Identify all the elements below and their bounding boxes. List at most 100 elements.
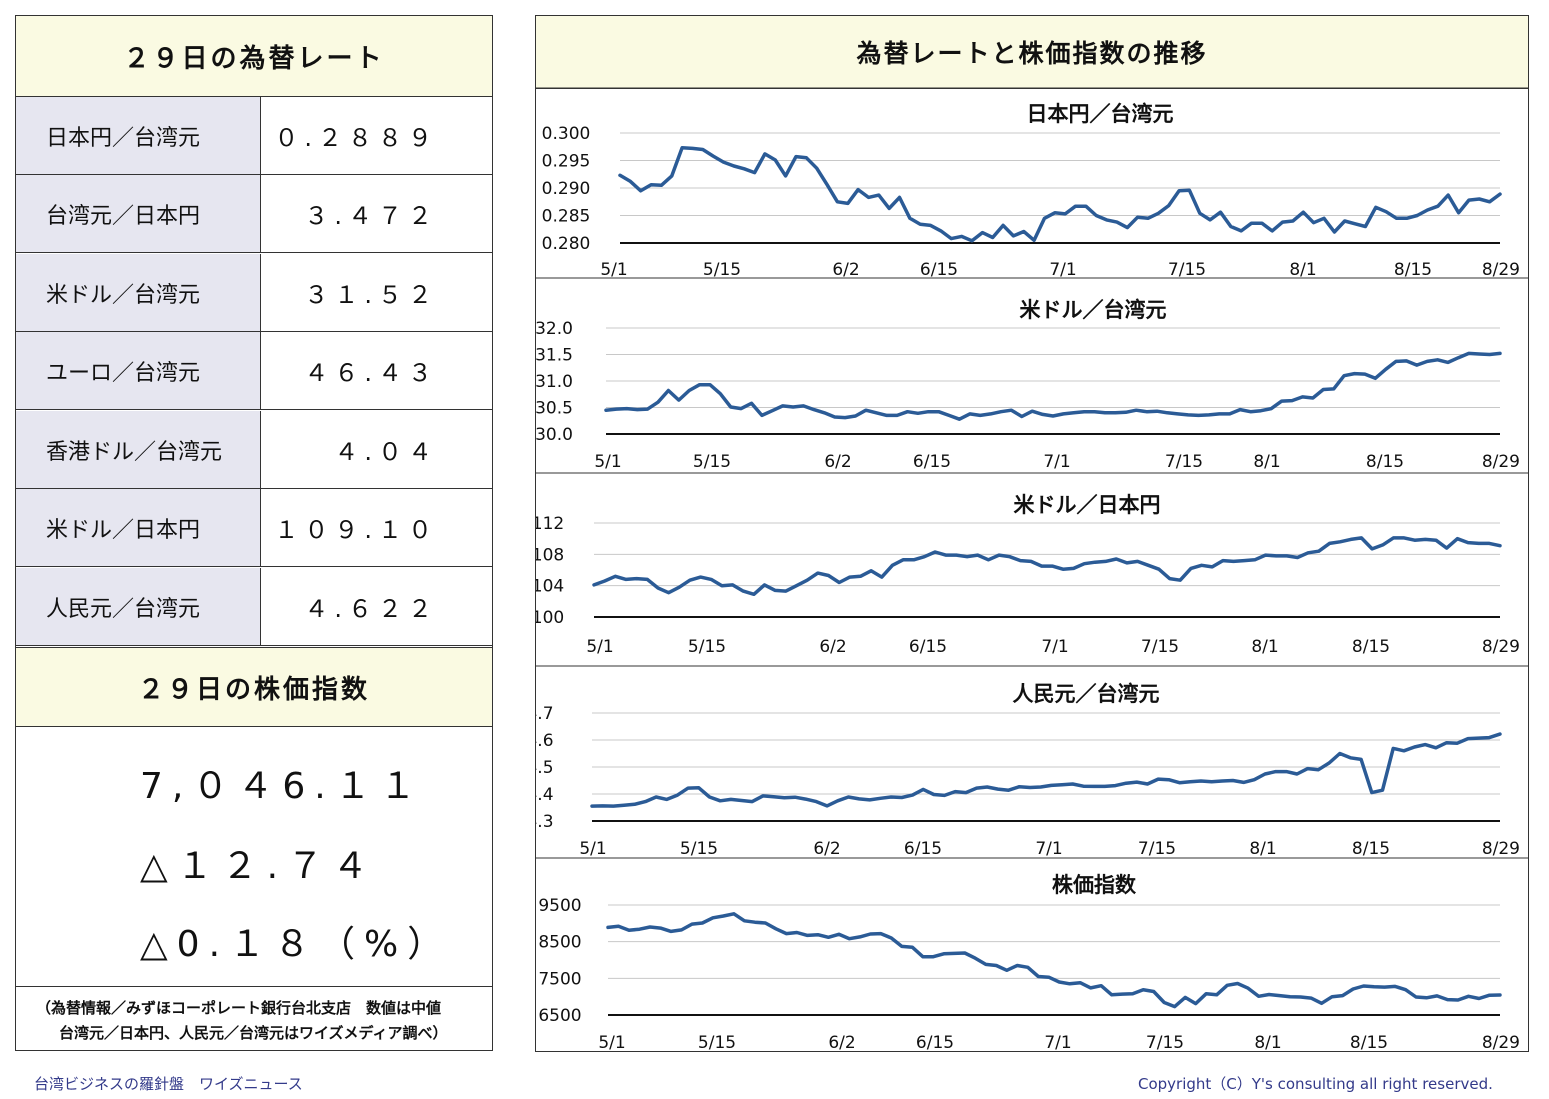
- y-tick-label: 100: [536, 608, 564, 628]
- series-line: [592, 536, 1502, 597]
- series-line: [590, 732, 1502, 808]
- rate-value: ０.２８８９: [274, 124, 438, 152]
- x-tick-label: 7/15: [1168, 260, 1206, 280]
- chart-title: 米ドル／台湾元: [1020, 298, 1167, 322]
- y-tick-label: 4.3: [536, 812, 554, 832]
- y-tick-label: 4.6: [536, 731, 554, 751]
- x-tick-label: 6/2: [828, 1033, 855, 1051]
- x-tick-label: 7/1: [1044, 1033, 1071, 1051]
- x-tick-label: 5/15: [680, 839, 718, 859]
- x-tick-label: 6/15: [913, 452, 951, 472]
- x-tick-label: 6/15: [904, 839, 942, 859]
- x-tick-label: 8/15: [1352, 637, 1390, 657]
- chart-2: 米ドル／台湾元 32.0 31.5 31.0 30.5 30.0 5/1 5/15 6/2 6/1…: [536, 277, 1528, 472]
- stock-index-value: 7,０４6.１１: [140, 766, 425, 807]
- x-tick-label: 6/15: [920, 260, 958, 280]
- stock-change-percent: △0.１８（%）: [140, 924, 453, 965]
- rate-label: 米ドル／日本円: [16, 489, 261, 566]
- y-tick-label: 0.280: [542, 234, 591, 254]
- chart-3: 米ドル／日本円 112 108 104 100 5/1 5/15 6/2 6/15 7/1 7/15…: [536, 472, 1528, 657]
- y-tick-label: 32.0: [536, 319, 573, 339]
- y-tick-label: 8500: [538, 933, 581, 953]
- rate-label: 人民元／台湾元: [16, 568, 261, 645]
- x-tick-label: 8/29: [1482, 1033, 1520, 1051]
- y-tick-label: 112: [536, 514, 564, 534]
- rates-title: ２９日の為替レート: [16, 16, 492, 97]
- x-tick-label: 8/1: [1253, 452, 1280, 472]
- stock-title: ２９日の株価指数: [16, 647, 492, 727]
- rate-row: 米ドル／日本円 １０９.１０: [16, 489, 492, 567]
- y-tick-label: 31.5: [536, 346, 573, 366]
- y-tick-label: 31.0: [536, 372, 573, 392]
- chart-title: 人民元／台湾元: [1013, 682, 1160, 706]
- x-tick-label: 8/29: [1482, 260, 1520, 280]
- x-tick-label: 8/1: [1249, 839, 1276, 859]
- x-tick-label: 5/1: [598, 1033, 625, 1051]
- rate-row: 日本円／台湾元 ０.２８８９: [16, 97, 492, 175]
- x-tick-label: 8/1: [1289, 260, 1316, 280]
- y-tick-label: 104: [536, 577, 564, 597]
- x-tick-label: 5/15: [693, 452, 731, 472]
- x-tick-label: 8/29: [1482, 452, 1520, 472]
- charts-area: 日本円／台湾元 0.300 0.295 0.290 0.285 0.280 5/1 5/15 6…: [536, 87, 1528, 1051]
- y-tick-label: 0.285: [542, 207, 591, 227]
- x-tick-label: 6/15: [909, 637, 947, 657]
- rate-value: １０９.１０: [274, 516, 438, 544]
- rate-row: 米ドル／台湾元 ３１.５２: [16, 254, 492, 332]
- rate-label: 日本円／台湾元: [16, 97, 261, 174]
- footer-copyright: Copyright（C）Y's consulting all right res…: [1138, 1075, 1493, 1093]
- x-tick-label: 8/29: [1482, 839, 1520, 859]
- charts-panel: 為替レートと株価指数の推移: [535, 15, 1529, 1052]
- rate-row: 香港ドル／台湾元 ４.０４: [16, 411, 492, 489]
- rate-row: 台湾元／日本円 ３.４７２: [16, 175, 492, 253]
- x-tick-label: 5/1: [586, 637, 613, 657]
- stock-change-value: △１２.７４: [140, 846, 378, 887]
- x-tick-label: 6/2: [819, 637, 846, 657]
- y-tick-label: 4.5: [536, 758, 554, 778]
- x-tick-label: 8/1: [1254, 1033, 1281, 1051]
- charts-title: 為替レートと株価指数の推移: [536, 16, 1528, 89]
- series-line: [618, 146, 1502, 243]
- x-tick-label: 7/15: [1165, 452, 1203, 472]
- series-line: [604, 351, 1502, 421]
- y-tick-label: 30.5: [536, 399, 573, 419]
- x-tick-label: 7/1: [1043, 452, 1070, 472]
- x-tick-label: 6/2: [832, 260, 859, 280]
- x-tick-label: 7/15: [1141, 637, 1179, 657]
- rate-value: ３.４７２: [304, 202, 438, 230]
- x-tick-label: 5/15: [703, 260, 741, 280]
- chart-4: 人民元／台湾元 4.7 4.6 4.5 4.4 4.3 5/1 5/15 6/2 6/15 7/1 7…: [536, 665, 1528, 859]
- chart-title: 米ドル／日本円: [1014, 493, 1161, 517]
- y-tick-label: 9500: [538, 896, 581, 916]
- x-tick-label: 8/1: [1251, 637, 1278, 657]
- x-tick-label: 5/1: [594, 452, 621, 472]
- stock-summary: 7,０４6.１１ △１２.７４ △0.１８（%）: [16, 727, 492, 987]
- rate-value: ４.６２２: [304, 595, 438, 623]
- x-tick-label: 8/29: [1482, 637, 1520, 657]
- rate-label: 香港ドル／台湾元: [16, 411, 261, 488]
- y-tick-label: 7500: [538, 969, 581, 989]
- rate-label: ユーロ／台湾元: [16, 332, 261, 409]
- x-tick-label: 7/1: [1049, 260, 1076, 280]
- x-tick-label: 8/15: [1352, 839, 1390, 859]
- x-tick-label: 5/1: [600, 260, 627, 280]
- x-tick-label: 7/15: [1138, 839, 1176, 859]
- y-tick-label: 6500: [538, 1006, 581, 1026]
- x-tick-label: 5/1: [579, 839, 606, 859]
- x-tick-label: 5/15: [688, 637, 726, 657]
- y-tick-label: 0.300: [542, 124, 591, 144]
- rate-label: 米ドル／台湾元: [16, 254, 261, 331]
- chart-title: 日本円／台湾元: [1027, 102, 1174, 126]
- rate-label: 台湾元／日本円: [16, 175, 261, 252]
- x-tick-label: 7/15: [1146, 1033, 1184, 1051]
- x-tick-label: 6/15: [916, 1033, 954, 1051]
- y-tick-label: 108: [536, 545, 564, 565]
- y-tick-label: 0.295: [542, 152, 591, 172]
- rates-panel: ２９日の為替レート 日本円／台湾元 ０.２８８９ 台湾元／日本円 ３.４７２ 米…: [15, 15, 493, 1051]
- chart-5: 株価指数 9500 8500 7500 6500 5/1 5/15 6/2 6/15 7/1 7/1…: [536, 857, 1528, 1051]
- x-tick-label: 6/2: [824, 452, 851, 472]
- rate-value: ３１.５２: [304, 281, 438, 309]
- y-tick-label: 4.4: [536, 785, 554, 805]
- rate-value: ４６.４３: [304, 359, 438, 387]
- chart-title: 株価指数: [1052, 873, 1137, 897]
